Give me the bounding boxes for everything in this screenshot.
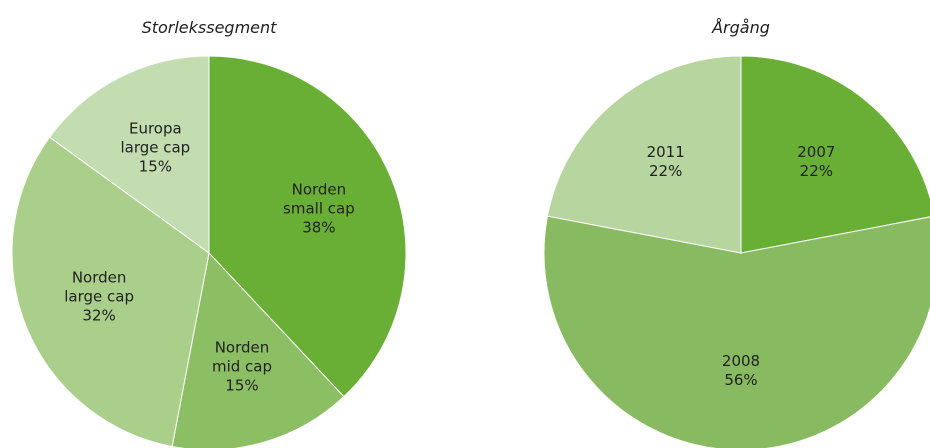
slice-category: Norden large cap [64,268,134,305]
pie-slice [48,55,210,254]
slice-category: 2007 [797,142,836,161]
slice-label: Norden large cap 32% [56,268,142,325]
slice-value: 38% [302,218,336,237]
slice-value: 15% [138,157,172,176]
slice-value: 32% [82,306,116,324]
pie-slice [208,55,407,398]
chart-title: Årgång [712,18,770,37]
slice-category: Europa large cap [120,119,191,157]
slice-label: Norden small cap 38% [276,181,362,238]
slice-value: 15% [225,376,259,394]
slice-value: 22% [799,161,833,180]
slice-category: Norden small cap [283,180,355,218]
slice-label: 2011 22% [623,143,709,181]
slice-label: Europa large cap 15% [112,119,198,176]
slice-category: 2008 [721,352,761,371]
slice-category: 2011 [646,142,685,161]
pie-slice [740,55,930,254]
slice-category: Norden mid cap [211,338,272,375]
pie-slice [11,136,210,448]
slice-label: 2008 56% [698,352,784,390]
pie-slice [546,55,742,254]
chart-title: Storlekssegment [141,18,277,37]
slice-label: 2007 22% [773,143,859,181]
pie-slice [171,251,345,448]
slice-value: 56% [724,371,758,390]
pie-slice [543,215,930,448]
slice-value: 22% [648,161,683,180]
slice-label: Norden mid cap 15% [199,338,285,395]
